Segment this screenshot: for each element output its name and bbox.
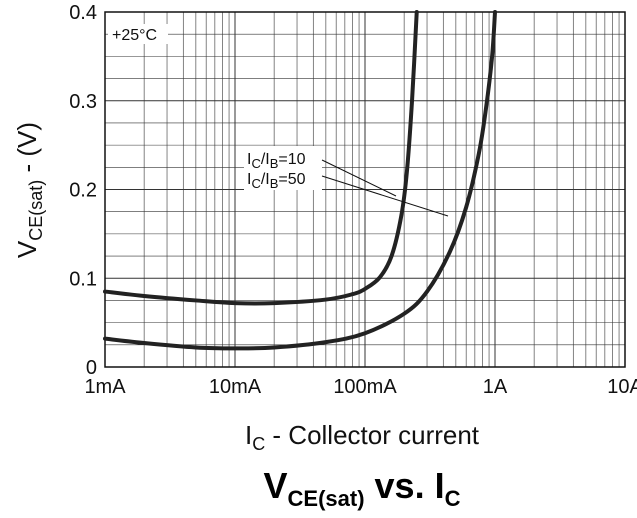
chart-title: VCE(sat) vs. IC (264, 465, 461, 511)
annotation-temperature: +25°C (112, 27, 157, 44)
leader-line-ic-ib-10 (321, 159, 397, 197)
x-tick-label: 1A (483, 376, 508, 398)
plot-frame (104, 11, 626, 368)
y-tick-label: 0 (86, 357, 97, 379)
legend-label-ic-ib-10: IC/IB=10 (247, 151, 306, 171)
y-tick-label: 0.3 (69, 91, 97, 113)
series-line-ic-ib-50 (103, 10, 497, 351)
x-tick-labels: 1mA 10mA 100mA 1A 10A (84, 376, 637, 398)
y-tick-label: 0.2 (69, 180, 97, 202)
x-axis-label: IC - Collector current (245, 420, 480, 454)
leader-line-ic-ib-50 (321, 175, 449, 217)
legend-label-ic-ib-50: IC/IB=50 (247, 171, 306, 191)
x-tick-label: 1mA (84, 376, 126, 398)
x-tick-label: 10A (607, 376, 637, 398)
series-line-ic-ib-10 (103, 10, 419, 306)
x-tick-label: 100mA (333, 376, 397, 398)
legend-box (244, 146, 322, 190)
y-tick-label: 0.4 (69, 2, 97, 24)
x-tick-label: 10mA (209, 376, 262, 398)
y-tick-labels: 0 0.1 0.2 0.3 0.4 (69, 2, 97, 379)
y-axis-label: VCE(sat) - (V) (12, 122, 46, 258)
y-tick-label: 0.1 (69, 268, 97, 290)
annotation-box (108, 24, 168, 44)
series-lines (103, 10, 497, 351)
